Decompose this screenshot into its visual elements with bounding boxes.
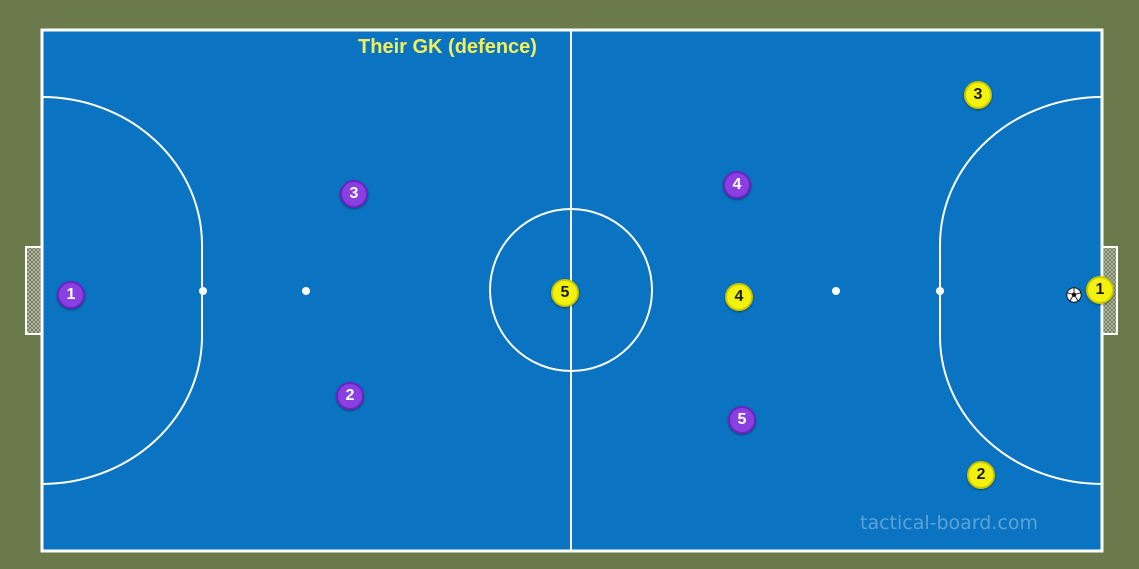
yellow-player-2[interactable]: 2 <box>967 461 995 489</box>
yellow-player-4[interactable]: 4 <box>725 283 753 311</box>
purple-player-5[interactable]: 5 <box>728 406 756 434</box>
right-penalty-spot <box>936 287 944 295</box>
purple-player-1[interactable]: 1 <box>57 281 85 309</box>
purple-player-4[interactable]: 4 <box>723 171 751 199</box>
board-title: Their GK (defence) <box>300 36 595 59</box>
right-second-penalty-spot <box>832 287 840 295</box>
watermark: tactical-board.com <box>860 512 1100 534</box>
purple-player-2[interactable]: 2 <box>336 382 364 410</box>
yellow-player-5[interactable]: 5 <box>551 279 579 307</box>
yellow-player-3[interactable]: 3 <box>964 81 992 109</box>
soccer-ball-icon[interactable] <box>1066 287 1082 303</box>
yellow-player-1[interactable]: 1 <box>1086 276 1114 304</box>
left-second-penalty-spot <box>302 287 310 295</box>
left-goal <box>26 247 42 334</box>
left-penalty-spot <box>199 287 207 295</box>
purple-player-3[interactable]: 3 <box>340 180 368 208</box>
